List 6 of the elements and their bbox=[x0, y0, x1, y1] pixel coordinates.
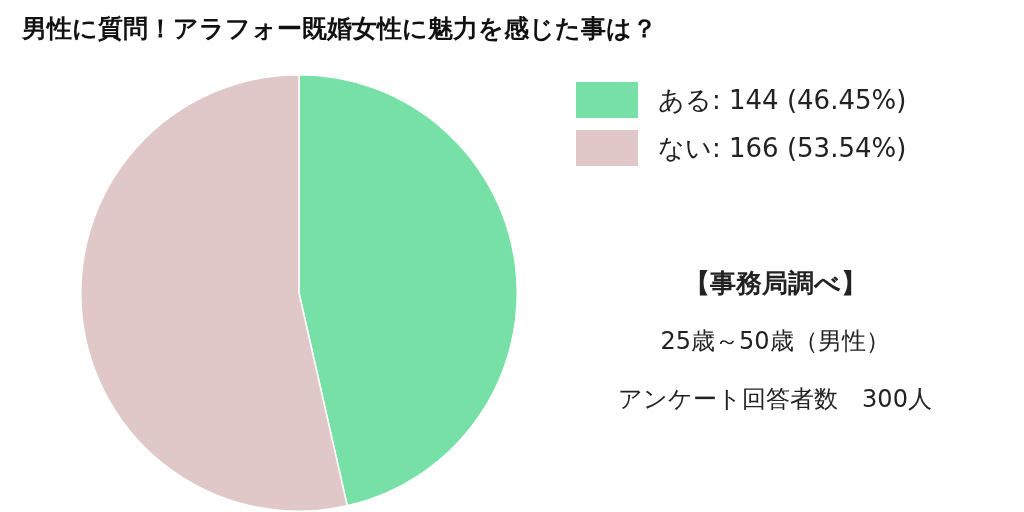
chart-title: 男性に質問！アラフォー既婚女性に魅力を感じた事は？ bbox=[22, 13, 657, 45]
text: 【事務局調べ】 bbox=[682, 267, 868, 300]
text: 25歳～50歳（男性） bbox=[659, 326, 891, 357]
text: アンケート回答者数 300人 bbox=[617, 384, 933, 415]
legend-label: ある: 144 (46.45%) bbox=[658, 83, 907, 117]
legend-label: ない: 166 (53.54%) bbox=[658, 131, 907, 165]
